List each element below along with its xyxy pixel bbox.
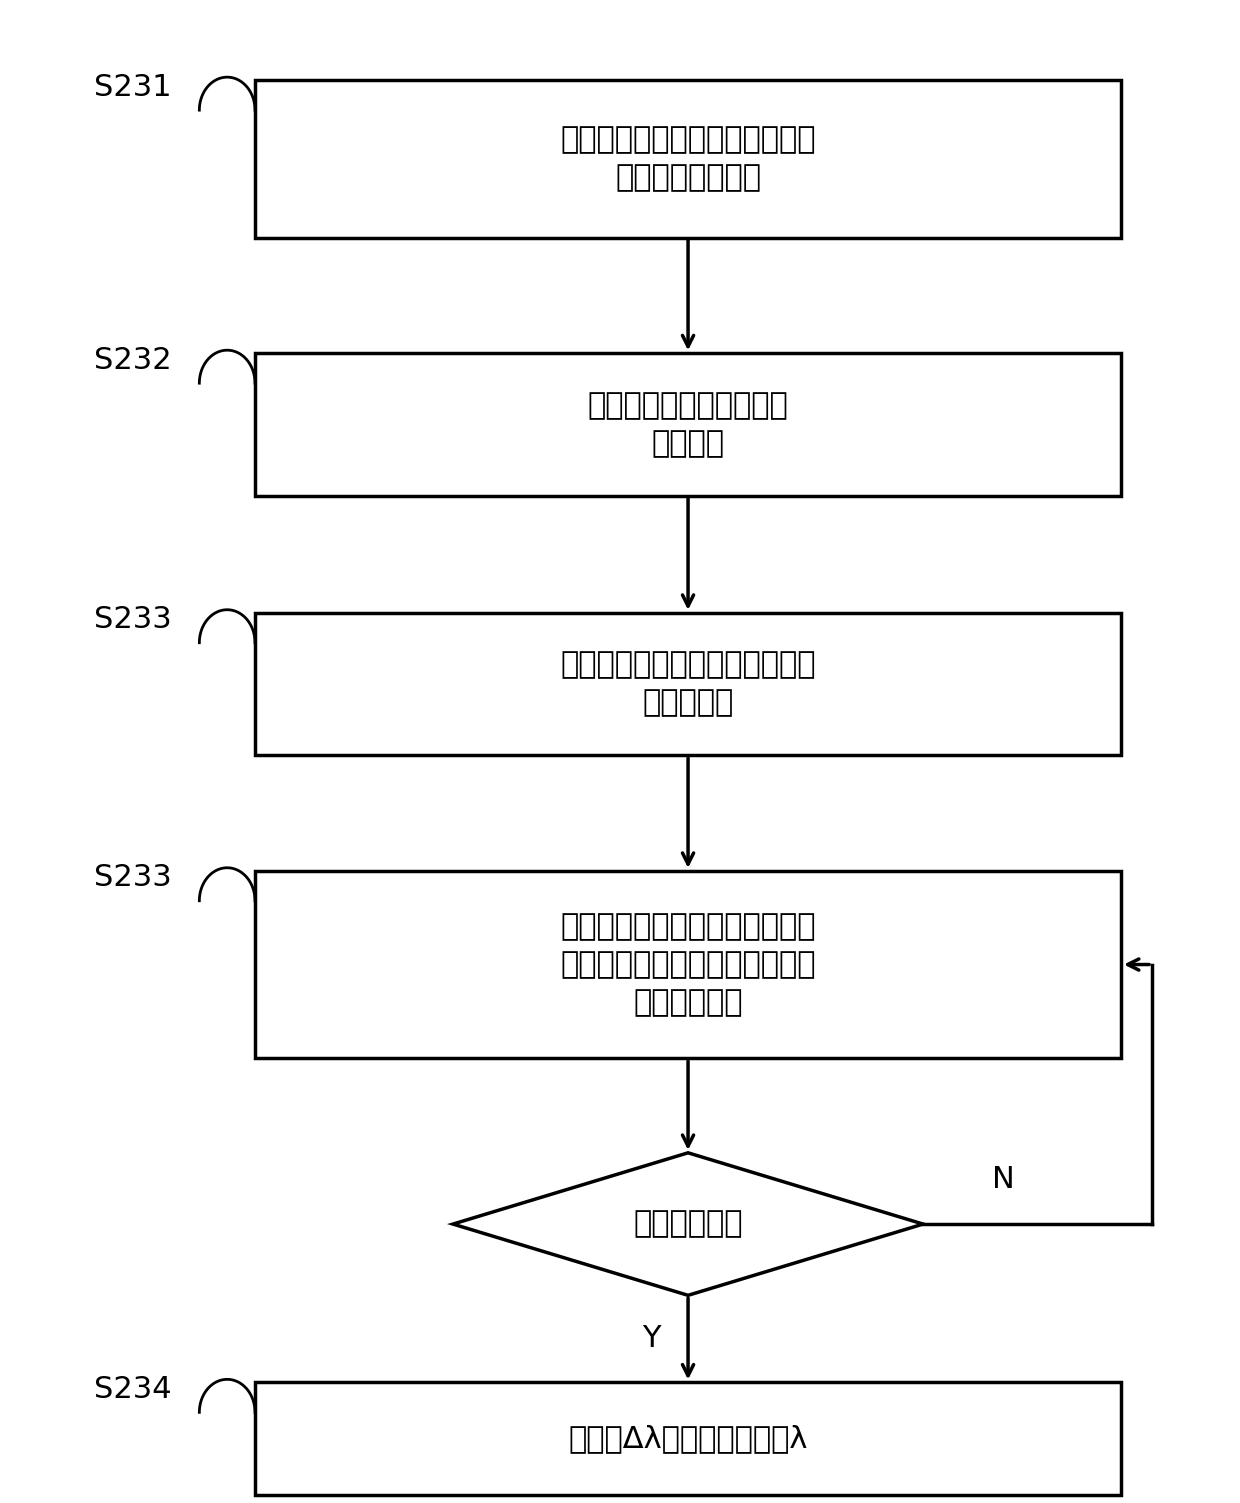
FancyBboxPatch shape xyxy=(255,870,1121,1058)
Text: 确定种群中每一个个体的
适应度值: 确定种群中每一个个体的 适应度值 xyxy=(588,391,789,458)
Text: Y: Y xyxy=(641,1324,660,1353)
Text: S231: S231 xyxy=(94,72,172,102)
Text: S233: S233 xyxy=(94,863,172,893)
Text: 通过选择交叉、变异三大步骤筛
选优质个体: 通过选择交叉、变异三大步骤筛 选优质个体 xyxy=(560,651,816,717)
Text: N: N xyxy=(992,1165,1014,1193)
Text: 利用阈值函数进行迭代计算适应
值函数，通过选择、交叉、变异
筛选优质个体: 利用阈值函数进行迭代计算适应 值函数，通过选择、交叉、变异 筛选优质个体 xyxy=(560,912,816,1018)
Text: S234: S234 xyxy=(94,1375,172,1404)
Text: 提取使Δλ达到最小的最优λ: 提取使Δλ达到最小的最优λ xyxy=(568,1425,807,1453)
Polygon shape xyxy=(453,1153,923,1296)
Text: 是否迭代结束: 是否迭代结束 xyxy=(634,1210,743,1238)
Text: 根据条件对解空间内个体进行编
码并确定种群数量: 根据条件对解空间内个体进行编 码并确定种群数量 xyxy=(560,125,816,192)
FancyBboxPatch shape xyxy=(255,1383,1121,1495)
FancyBboxPatch shape xyxy=(255,80,1121,237)
FancyBboxPatch shape xyxy=(255,353,1121,496)
FancyBboxPatch shape xyxy=(255,613,1121,755)
Text: S232: S232 xyxy=(94,346,172,374)
Text: S233: S233 xyxy=(94,606,172,634)
